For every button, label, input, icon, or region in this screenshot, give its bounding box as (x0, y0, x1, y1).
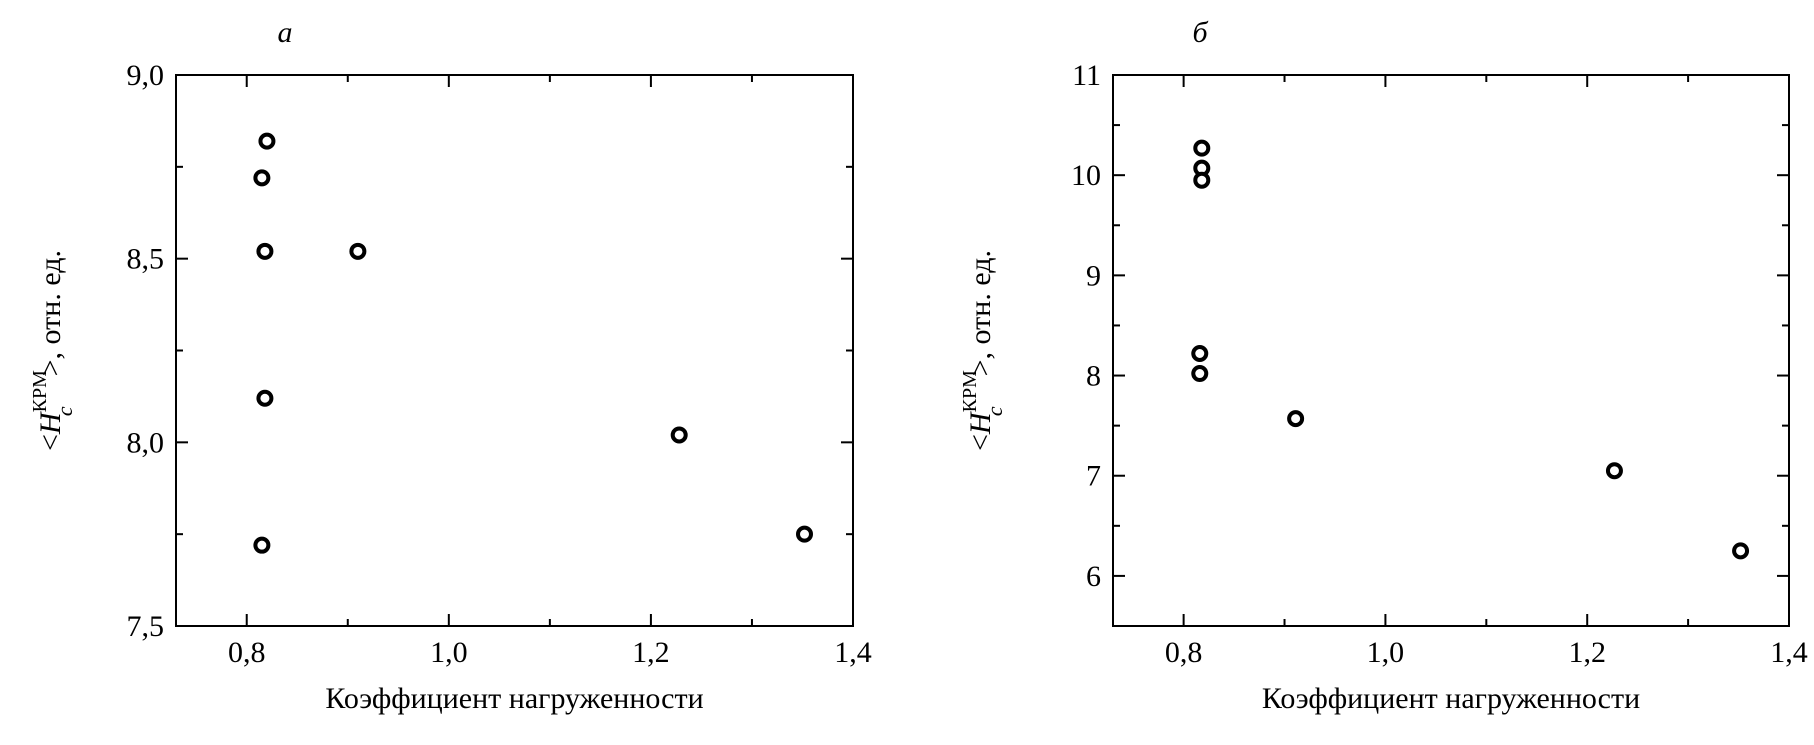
plot-frame (1112, 74, 1790, 627)
panel-label: а (278, 16, 293, 49)
data-point (1193, 139, 1211, 157)
y-tick-label: 8,5 (127, 243, 165, 276)
plot-frame (175, 74, 854, 627)
y-axis-label-prefix: < (964, 434, 997, 451)
data-point (1193, 171, 1211, 189)
data-point (1287, 410, 1305, 428)
panel-a: а 0,8 1,0 1,2 1,4 7,5 8,0 8,5 9,0 Коэффициент наг… (29, 16, 872, 715)
y-tick-label: 9 (1086, 259, 1101, 292)
data-point (670, 426, 688, 444)
data-point (256, 389, 274, 407)
y-tick-label: 8 (1086, 360, 1101, 393)
y-axis-label-prefix: < (34, 434, 67, 451)
x-axis-label: Коэффициент нагруженности (325, 682, 703, 715)
x-tick-label: 1,0 (430, 636, 468, 669)
data-point (1191, 345, 1209, 363)
panel-b: б 0,8 1,0 1,2 1,4 6 7 8 9 10 11 Коэффициент нагруже… (959, 16, 1808, 715)
y-axis-label: <HКРМc >, отн. ед. (29, 250, 77, 451)
y-axis-label-superscript: КРМ (959, 370, 981, 412)
data-point (1732, 542, 1750, 560)
data-point (1605, 462, 1623, 480)
data-point (253, 536, 271, 554)
y-tick-label: 10 (1071, 159, 1101, 192)
data-point (795, 525, 813, 543)
y-axis-label: <HКРМc >, отн. ед. (959, 250, 1007, 451)
y-axis-label-subscript: c (982, 406, 1007, 416)
data-point (258, 132, 276, 150)
x-axis-label: Коэффициент нагруженности (1262, 682, 1640, 715)
x-tick-label: 1,4 (1770, 636, 1808, 669)
y-tick-label: 11 (1072, 59, 1101, 92)
x-tick-label: 0,8 (228, 636, 266, 669)
y-axis-label-symbol: H (964, 410, 997, 435)
y-tick-label: 7,5 (127, 610, 165, 643)
y-axis-label-suffix: >, отн. ед. (964, 250, 997, 376)
y-tick-label: 7 (1086, 460, 1101, 493)
x-tick-label: 1,4 (834, 636, 872, 669)
y-axis-label-superscript: КРМ (29, 370, 51, 412)
x-tick-label: 1,2 (1568, 636, 1606, 669)
data-point (1191, 365, 1209, 383)
y-axis-label-symbol: H (34, 410, 67, 435)
data-point (253, 169, 271, 187)
x-tick-label: 1,0 (1367, 636, 1405, 669)
y-tick-label: 6 (1086, 560, 1101, 593)
x-tick-label: 1,2 (632, 636, 670, 669)
y-axis-label-suffix: >, отн. ед. (34, 250, 67, 376)
panel-label: б (1192, 16, 1208, 49)
x-tick-label: 0,8 (1165, 636, 1203, 669)
y-axis-label-subscript: c (52, 406, 77, 416)
data-point (256, 242, 274, 260)
y-tick-label: 8,0 (127, 426, 165, 459)
data-point (349, 242, 367, 260)
y-tick-label: 9,0 (127, 59, 165, 92)
